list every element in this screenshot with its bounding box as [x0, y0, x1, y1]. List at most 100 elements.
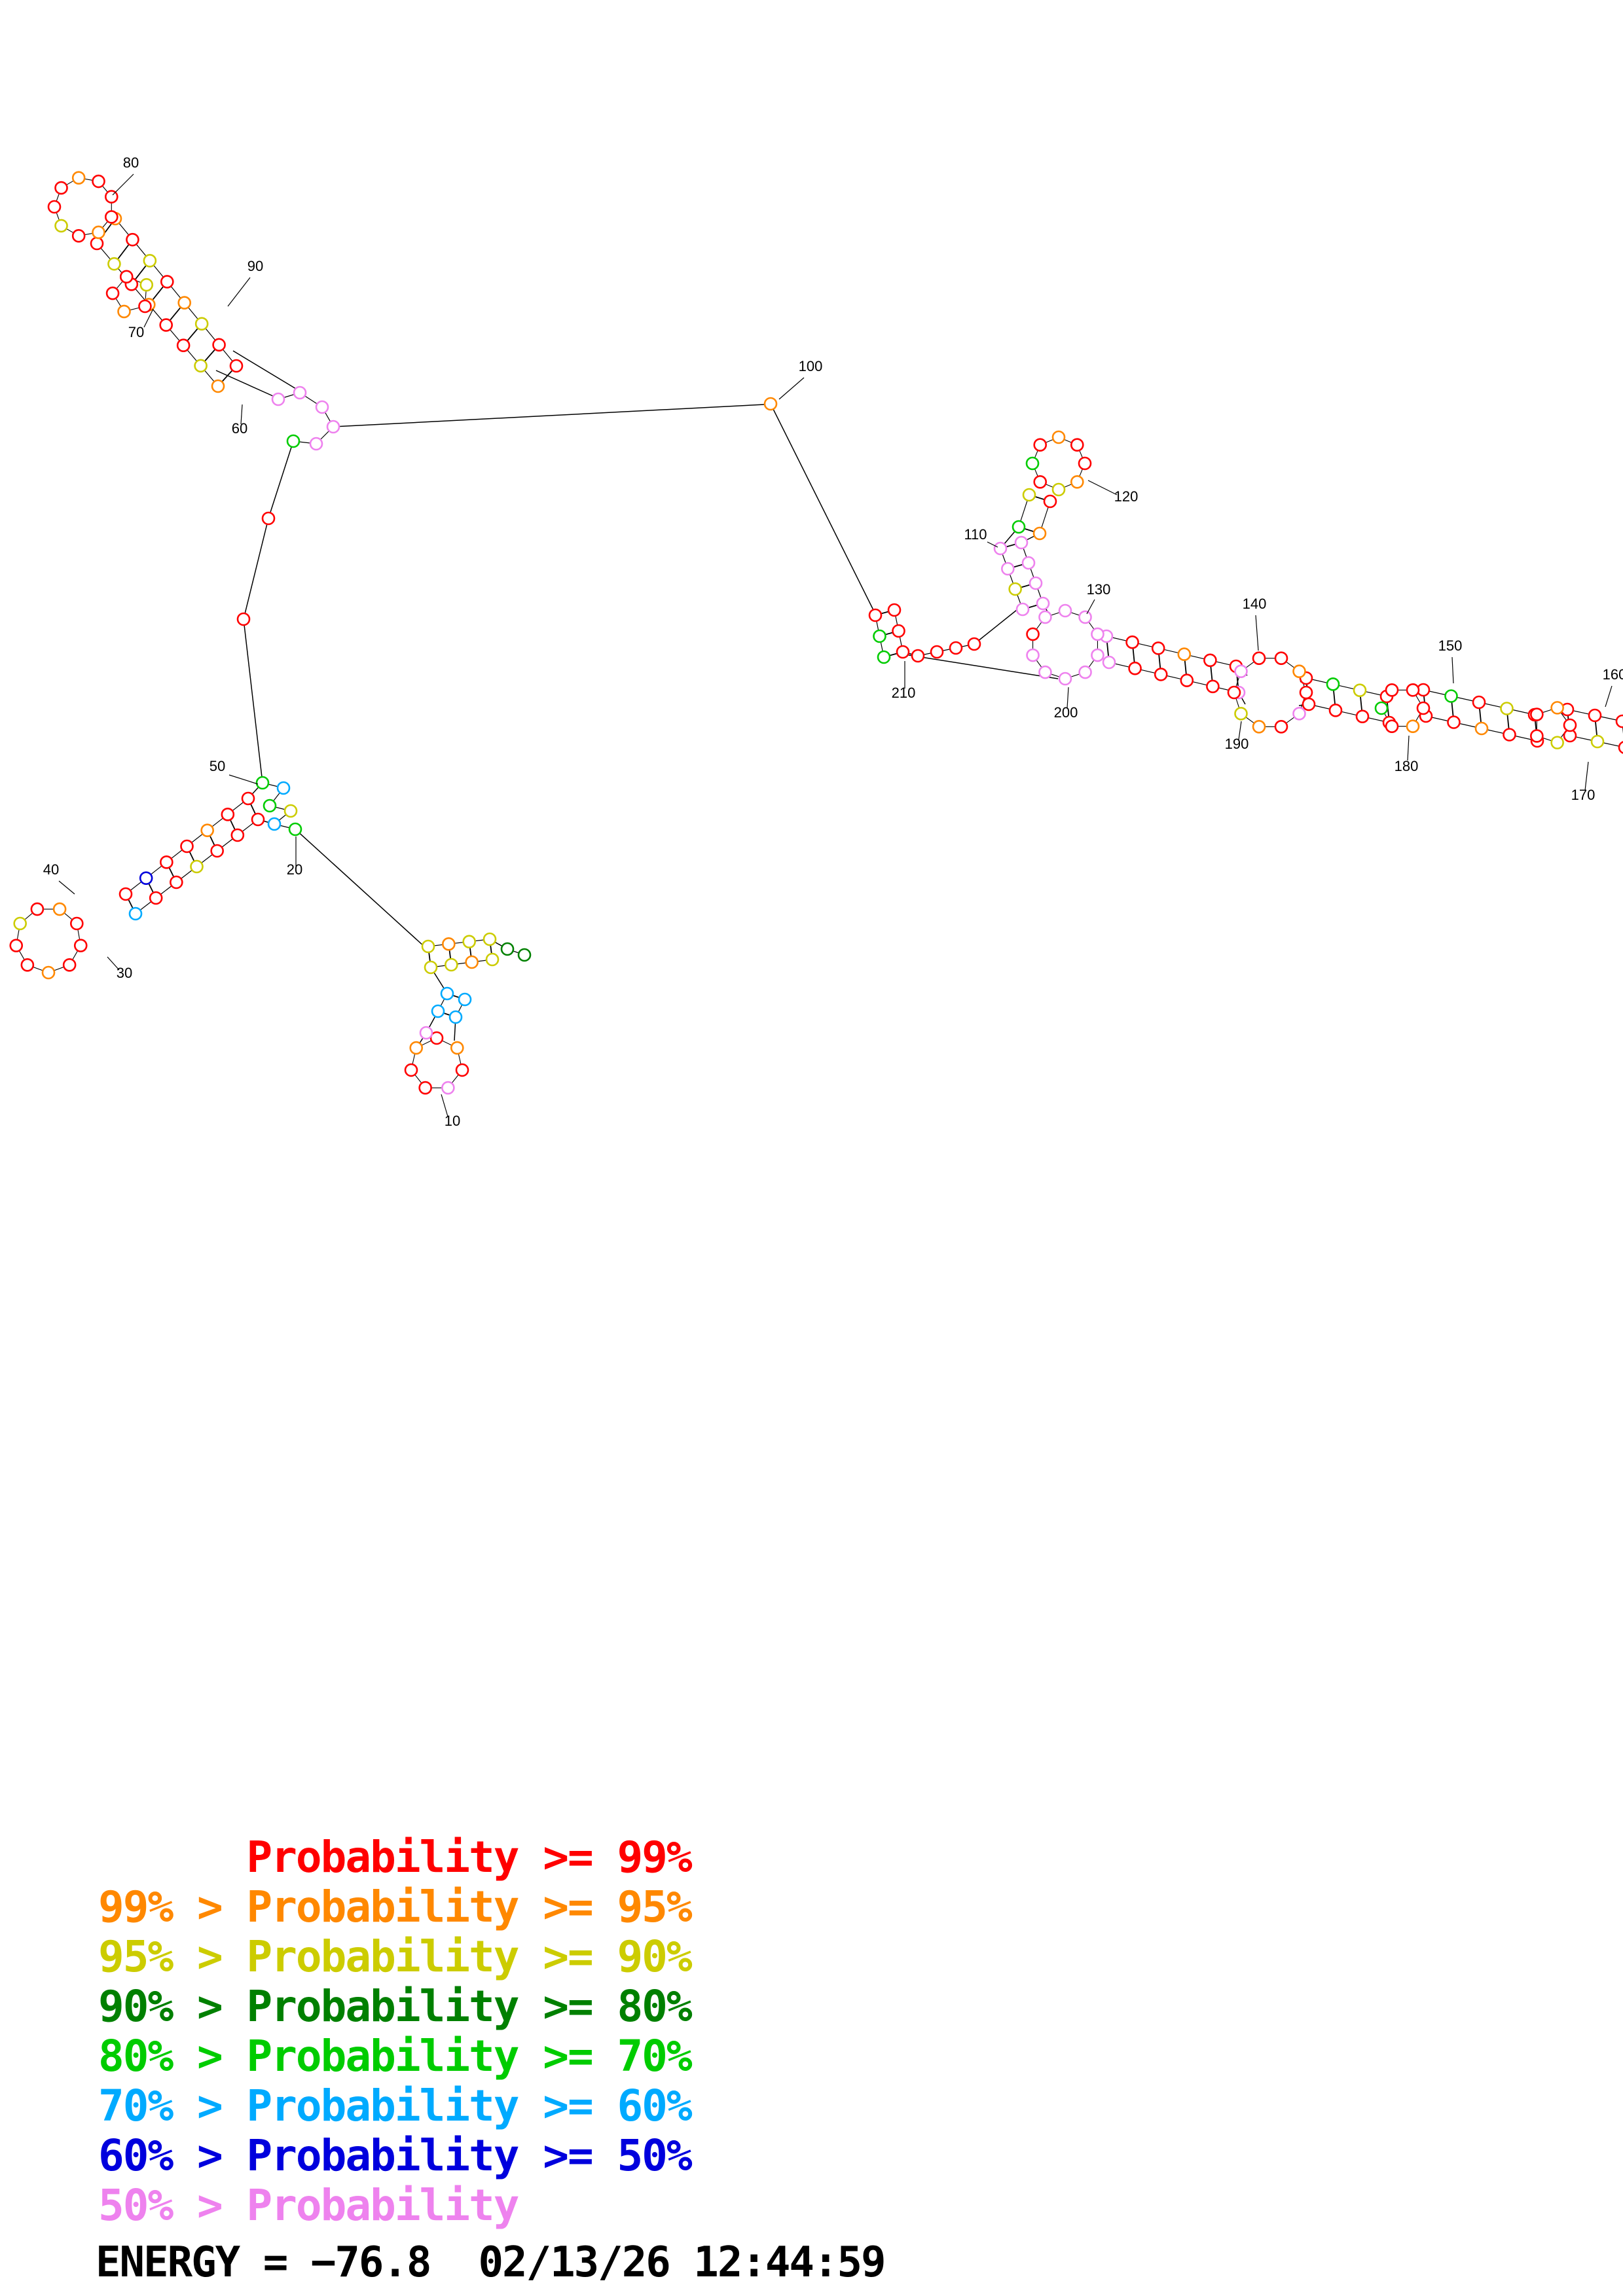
nucleotide-node	[1022, 488, 1036, 502]
label-pointer-line	[240, 404, 243, 425]
nucleotide-node	[1070, 475, 1084, 489]
nucleotide-node	[1447, 715, 1461, 729]
nucleotide-node	[309, 437, 323, 451]
nucleotide-node	[47, 200, 62, 214]
nucleotide-node	[1051, 482, 1066, 497]
nucleotide-node	[315, 400, 329, 414]
nucleotide-node	[442, 937, 456, 951]
nucleotide-node	[1051, 430, 1066, 444]
connector-line	[243, 518, 269, 620]
nucleotide-node	[1102, 655, 1116, 670]
position-label: 40	[43, 861, 59, 878]
connector-line	[243, 619, 263, 783]
position-label: 30	[117, 965, 132, 981]
nucleotide-node	[139, 871, 153, 885]
connector-line	[268, 440, 294, 519]
nucleotide-node	[458, 992, 472, 1007]
nucleotide-node	[1180, 673, 1194, 687]
connector-line	[904, 654, 1059, 679]
nucleotide-node	[1125, 635, 1139, 649]
connector-line	[333, 404, 765, 427]
nucleotide-node	[1274, 651, 1288, 665]
nucleotide-node	[1029, 576, 1043, 590]
nucleotide-node	[255, 776, 270, 790]
label-pointer-line	[1605, 685, 1613, 708]
nucleotide-node	[117, 304, 131, 319]
nucleotide-node	[128, 906, 143, 921]
nucleotide-node	[90, 236, 104, 251]
position-label: 20	[287, 861, 302, 878]
nucleotide-node	[424, 960, 438, 975]
nucleotide-node	[176, 338, 191, 353]
nucleotide-node	[230, 828, 245, 842]
nucleotide-node	[763, 397, 778, 411]
label-pointer-line	[227, 277, 251, 307]
nucleotide-node	[1021, 556, 1036, 570]
nucleotide-node	[62, 958, 77, 972]
nucleotide-node	[41, 965, 56, 980]
nucleotide-node	[1033, 438, 1048, 452]
position-label: 180	[1395, 758, 1419, 774]
nucleotide-node	[1292, 707, 1306, 721]
nucleotide-node	[1025, 456, 1040, 471]
nucleotide-node	[517, 948, 532, 962]
nucleotide-node	[1038, 610, 1052, 624]
nucleotide-node	[1038, 665, 1052, 679]
nucleotide-node	[445, 958, 458, 972]
nucleotide-node	[1355, 709, 1370, 723]
nucleotide-node	[261, 511, 276, 526]
label-pointer-line	[112, 173, 134, 196]
nucleotide-node	[1012, 520, 1026, 534]
nucleotide-node	[1406, 683, 1420, 697]
nucleotide-node	[1043, 494, 1057, 509]
nucleotide-node	[104, 190, 119, 204]
nucleotide-node	[418, 1081, 432, 1095]
nucleotide-node	[160, 855, 173, 869]
legend-line: 50% > Probability	[98, 2180, 520, 2231]
nucleotide-node	[104, 210, 119, 224]
nucleotide-node	[119, 270, 134, 284]
nucleotide-node	[877, 650, 891, 664]
label-pointer-line	[1087, 480, 1118, 495]
position-label: 90	[247, 258, 263, 274]
nucleotide-node	[1472, 695, 1486, 709]
nucleotide-node	[440, 986, 454, 1001]
nucleotide-node	[286, 434, 301, 448]
nucleotide-node	[455, 1063, 469, 1077]
nucleotide-node	[143, 253, 157, 268]
nucleotide-node	[450, 1041, 464, 1055]
nucleotide-node	[1078, 610, 1092, 624]
position-label: 130	[1087, 581, 1111, 598]
nucleotide-node	[267, 817, 282, 831]
position-label: 150	[1438, 637, 1463, 654]
label-pointer-line	[58, 880, 75, 895]
nucleotide-node	[200, 823, 214, 837]
position-label: 210	[892, 685, 916, 701]
nucleotide-node	[139, 278, 154, 292]
nucleotide-node	[1326, 677, 1340, 691]
probability-legend: Probability >= 99% 99% > Probability >= 9…	[98, 1833, 693, 2231]
position-label: 170	[1571, 787, 1596, 803]
nucleotide-node	[1177, 647, 1192, 661]
position-label: 50	[210, 758, 225, 774]
nucleotide-node	[1252, 720, 1266, 734]
nucleotide-node	[483, 932, 497, 946]
position-label: 120	[1114, 488, 1139, 505]
nucleotide-node	[271, 392, 285, 406]
nucleotide-node	[194, 317, 209, 331]
nucleotide-node	[283, 804, 298, 818]
nucleotide-node	[180, 839, 194, 853]
nucleotide-node	[70, 916, 84, 931]
nucleotide-node	[500, 942, 515, 956]
nucleotide-node	[159, 318, 173, 332]
nucleotide-node	[949, 641, 963, 655]
nucleotide-node	[105, 286, 120, 300]
nucleotide-node	[448, 1010, 463, 1024]
nucleotide-node	[1032, 526, 1047, 541]
nucleotide-node	[1154, 668, 1168, 681]
nucleotide-node	[52, 902, 67, 916]
nucleotide-node	[71, 171, 86, 185]
nucleotide-node	[1299, 685, 1313, 700]
legend-line: 60% > Probability >= 50%	[98, 2130, 693, 2181]
